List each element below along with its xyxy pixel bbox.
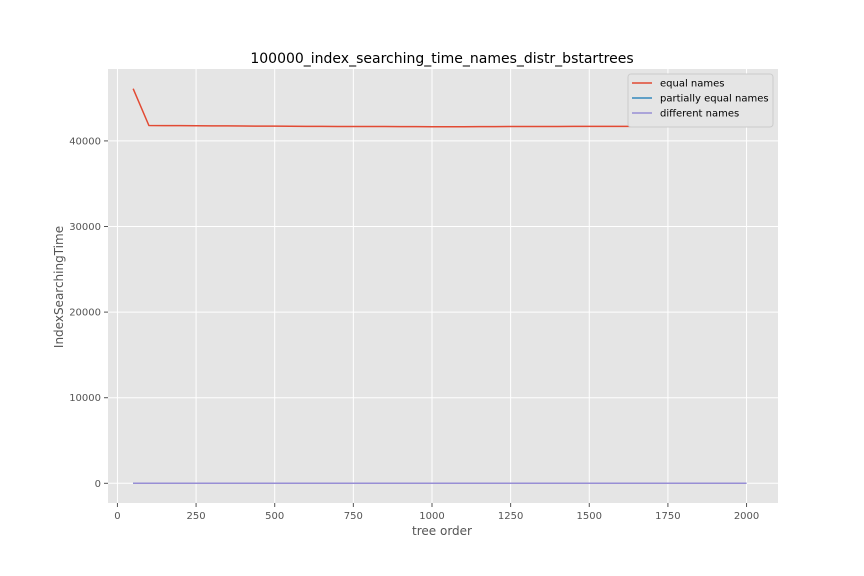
y-axis-label: IndexSearchingTime: [52, 226, 66, 348]
axis-ticks: 0 250 500 750 1000 1250 1500 1750 20000100002000…: [69, 136, 759, 522]
x-tick-label: 1250: [498, 511, 523, 522]
plot-area: [108, 69, 778, 503]
chart-title: 100000_index_searching_time_names_distr_…: [250, 51, 633, 67]
x-axis-label: tree order: [412, 524, 472, 538]
legend-entry-label: partially equal names: [660, 94, 769, 105]
y-tick-label: 0: [95, 479, 101, 490]
y-tick-label: 20000: [69, 308, 101, 319]
legend-entry-label: different names: [660, 109, 739, 120]
x-tick-label: 1750: [655, 511, 680, 522]
y-tick-label: 10000: [69, 393, 101, 404]
x-tick-label: 0: [114, 511, 120, 522]
x-tick-label: 2000: [734, 511, 759, 522]
legend-entry-label: equal names: [660, 79, 725, 90]
legend-box: [627, 73, 774, 128]
x-tick-label: 250: [187, 511, 206, 522]
x-tick-label: 1500: [577, 511, 602, 522]
y-tick-label: 40000: [69, 136, 101, 147]
y-tick-label: 30000: [69, 222, 101, 233]
x-tick-label: 1000: [419, 511, 444, 522]
x-tick-label: 500: [265, 511, 284, 522]
x-tick-label: 750: [344, 511, 363, 522]
legend: equal names partially equal names differen…: [627, 73, 774, 128]
